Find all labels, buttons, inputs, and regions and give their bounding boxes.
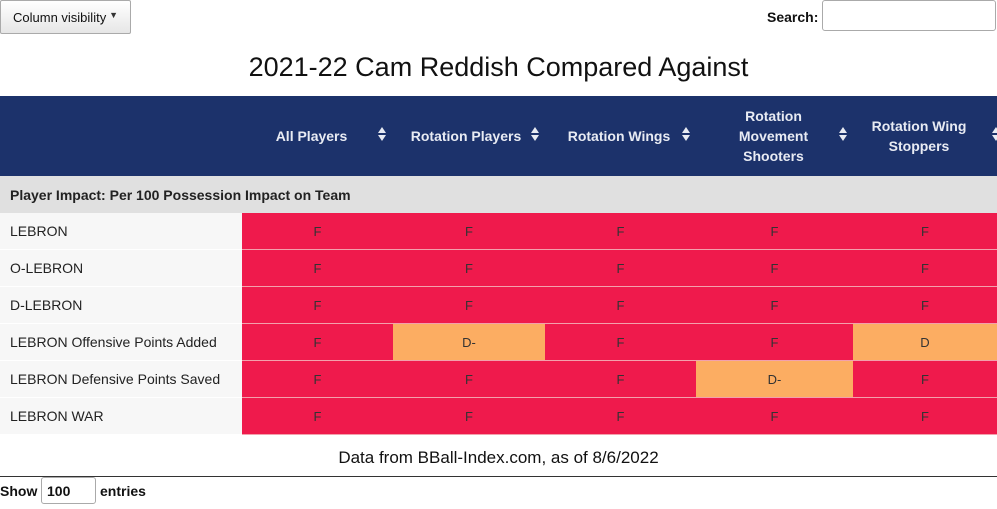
row-label: O-LEBRON bbox=[0, 250, 242, 287]
grade-cell: F bbox=[853, 287, 997, 324]
row-label: LEBRON Defensive Points Saved bbox=[0, 361, 242, 398]
grade-cell: F bbox=[242, 287, 393, 324]
grade-cell: D- bbox=[393, 324, 545, 361]
table-row: LEBRON Defensive Points Saved F F F D- F bbox=[0, 361, 997, 398]
grade-cell: F bbox=[393, 250, 545, 287]
table-row: LEBRON F F F F F bbox=[0, 213, 997, 250]
column-visibility-label: Column visibility bbox=[13, 9, 107, 25]
grade-cell: F bbox=[853, 398, 997, 435]
header-all-players[interactable]: All Players bbox=[242, 96, 393, 176]
header-rotation-wings[interactable]: Rotation Wings bbox=[545, 96, 696, 176]
section-header: Player Impact: Per 100 Possession Impact… bbox=[0, 176, 997, 213]
header-label: All Players bbox=[275, 128, 348, 144]
grade-cell: F bbox=[393, 213, 545, 250]
table-row: LEBRON WAR F F F F F bbox=[0, 398, 997, 435]
table-header: All Players Rotation Players Rotation Wi… bbox=[0, 96, 997, 176]
column-visibility-button[interactable]: Column visibility ▼ bbox=[0, 0, 131, 34]
header-label: Rotation Wing Stoppers bbox=[871, 118, 967, 154]
row-label: LEBRON WAR bbox=[0, 398, 242, 435]
table-row: D-LEBRON F F F F F bbox=[0, 287, 997, 324]
grade-cell: F bbox=[545, 361, 696, 398]
grade-cell: F bbox=[696, 250, 853, 287]
header-label: Rotation Movement Shooters bbox=[738, 108, 809, 164]
sort-icon bbox=[531, 127, 539, 143]
page-title: 2021-22 Cam Reddish Compared Against bbox=[248, 52, 749, 82]
sort-icon bbox=[839, 127, 847, 143]
grade-cell: F bbox=[696, 213, 853, 250]
sort-icon bbox=[992, 127, 997, 143]
grade-cell: F bbox=[853, 361, 997, 398]
grade-cell: F bbox=[696, 324, 853, 361]
header-label: Rotation Players bbox=[410, 128, 522, 144]
divider bbox=[0, 476, 997, 477]
grade-cell: F bbox=[242, 324, 393, 361]
grade-cell: D- bbox=[696, 361, 853, 398]
sort-icon bbox=[378, 127, 386, 143]
row-label: LEBRON Offensive Points Added bbox=[0, 324, 242, 361]
header-label: Rotation Wings bbox=[567, 128, 671, 144]
grade-cell: F bbox=[545, 213, 696, 250]
entries-select[interactable]: 100 bbox=[41, 477, 96, 504]
row-label: D-LEBRON bbox=[0, 287, 242, 324]
row-label: LEBRON bbox=[0, 213, 242, 250]
grade-cell: F bbox=[242, 213, 393, 250]
grade-cell: F bbox=[393, 361, 545, 398]
source-note: Data from BBall-Index.com, as of 8/6/202… bbox=[338, 448, 659, 467]
header-rotation-movement-shooters[interactable]: Rotation Movement Shooters bbox=[696, 96, 853, 176]
grade-cell: F bbox=[545, 324, 696, 361]
chevron-down-icon: ▼ bbox=[109, 10, 118, 20]
grade-cell: F bbox=[853, 213, 997, 250]
grade-cell: F bbox=[242, 398, 393, 435]
grade-cell: F bbox=[393, 398, 545, 435]
grade-cell: F bbox=[545, 287, 696, 324]
grade-cell: F bbox=[545, 250, 696, 287]
grade-cell: F bbox=[393, 287, 545, 324]
grade-cell: F bbox=[242, 361, 393, 398]
grade-cell: D bbox=[853, 324, 997, 361]
table-row: LEBRON Offensive Points Added F D- F F D bbox=[0, 324, 997, 361]
search-label: Search: bbox=[767, 9, 819, 25]
header-rotation-players[interactable]: Rotation Players bbox=[393, 96, 545, 176]
header-blank bbox=[0, 96, 242, 176]
grade-cell: F bbox=[242, 250, 393, 287]
entries-label: entries bbox=[100, 483, 146, 499]
grade-cell: F bbox=[545, 398, 696, 435]
grade-cell: F bbox=[853, 250, 997, 287]
table-row: O-LEBRON F F F F F bbox=[0, 250, 997, 287]
grade-cell: F bbox=[696, 287, 853, 324]
sort-icon bbox=[682, 127, 690, 143]
grade-cell: F bbox=[696, 398, 853, 435]
header-rotation-wing-stoppers[interactable]: Rotation Wing Stoppers bbox=[853, 96, 997, 176]
search-input[interactable] bbox=[822, 0, 996, 31]
show-label: Show bbox=[0, 483, 38, 499]
